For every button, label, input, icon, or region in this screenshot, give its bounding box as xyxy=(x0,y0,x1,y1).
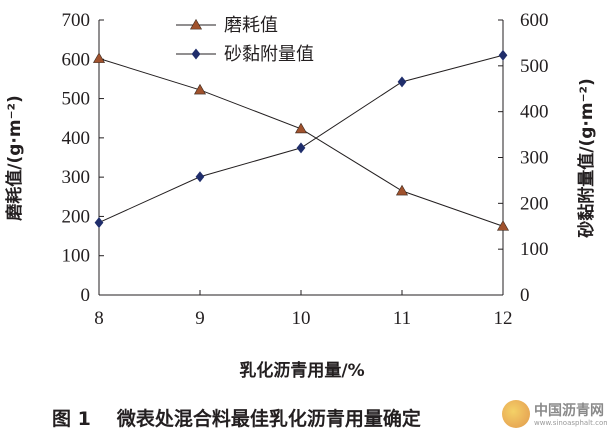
wear-value-point xyxy=(92,52,106,63)
wear-value-point xyxy=(193,83,207,95)
series-markers xyxy=(92,49,510,231)
sand-adhesion-point xyxy=(296,142,306,154)
watermark: 中国沥青网 www.sinoasphalt.com xyxy=(502,398,607,432)
left-tick-label: 700 xyxy=(62,10,91,31)
wear-value-line xyxy=(98,58,504,227)
right-tick-label: 200 xyxy=(520,193,549,214)
legend-diamond-icon xyxy=(191,48,201,60)
wear-value-point xyxy=(294,122,308,134)
right-tick-label: 500 xyxy=(520,56,549,77)
watermark-logo-icon xyxy=(502,400,530,428)
sand-adhesion-point xyxy=(397,76,407,88)
left-y-axis-label: 磨耗值/(g·m⁻²) xyxy=(4,95,25,221)
x-tick-label: 12 xyxy=(494,308,513,329)
sand-adhesion-point xyxy=(195,171,205,183)
x-axis-ticks: 8 9 10 11 12 xyxy=(94,290,513,329)
x-tick-label: 8 xyxy=(94,308,104,329)
right-tick-label: 300 xyxy=(520,148,549,169)
sand-adhesion-line xyxy=(98,54,504,224)
left-tick-label: 600 xyxy=(62,49,91,70)
x-tick-label: 9 xyxy=(195,308,205,329)
chart: 0 100 200 300 400 500 600 700 0 100 200 300 400 500 6… xyxy=(4,10,597,381)
watermark-name: 中国沥青网 xyxy=(534,403,604,419)
left-tick-label: 300 xyxy=(62,167,91,188)
legend-triangle-icon xyxy=(189,18,203,30)
legend-label: 磨耗值 xyxy=(224,15,278,36)
left-tick-label: 100 xyxy=(62,246,91,267)
right-y-axis-label: 砂黏附量值/(g·m⁻²) xyxy=(576,78,597,238)
watermark-url: www.sinoasphalt.com xyxy=(534,419,607,427)
left-tick-label: 200 xyxy=(62,206,91,227)
series-lines xyxy=(98,54,504,227)
right-tick-label: 0 xyxy=(520,285,530,306)
left-tick-label: 500 xyxy=(62,89,91,110)
left-tick-label: 0 xyxy=(81,285,91,306)
right-axis-ticks: 0 100 200 300 400 500 600 xyxy=(498,10,549,306)
left-tick-label: 400 xyxy=(62,128,91,149)
sand-adhesion-point xyxy=(498,49,508,61)
figure-caption-text: 微表处混合料最佳乳化沥青用量确定 xyxy=(116,408,421,430)
figure-number: 图 1 xyxy=(52,408,91,430)
right-tick-label: 600 xyxy=(520,10,549,31)
wear-value-point xyxy=(395,184,409,196)
right-tick-label: 100 xyxy=(520,239,549,260)
x-tick-label: 11 xyxy=(393,308,411,329)
wear-value-point xyxy=(496,220,510,231)
x-tick-label: 10 xyxy=(292,308,311,329)
left-axis-ticks: 0 100 200 300 400 500 600 700 xyxy=(62,10,104,306)
right-tick-label: 400 xyxy=(520,102,549,123)
sand-adhesion-point xyxy=(94,217,104,229)
x-axis-label: 乳化沥青用量/% xyxy=(239,360,364,381)
legend-label: 砂黏附量值 xyxy=(224,44,314,65)
figure-caption: 图 1 微表处混合料最佳乳化沥青用量确定 xyxy=(52,404,421,431)
